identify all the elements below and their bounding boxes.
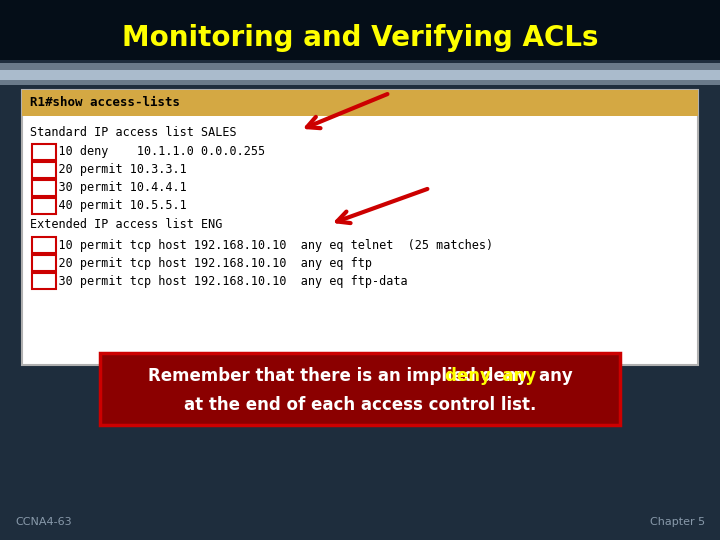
FancyBboxPatch shape (32, 198, 56, 214)
Text: 30 permit 10.4.4.1: 30 permit 10.4.4.1 (30, 181, 186, 194)
Text: Chapter 5: Chapter 5 (650, 517, 705, 527)
FancyBboxPatch shape (32, 180, 56, 196)
Text: deny  any: deny any (445, 367, 536, 385)
FancyBboxPatch shape (0, 0, 720, 60)
Text: Standard IP access list SALES: Standard IP access list SALES (30, 125, 237, 138)
FancyBboxPatch shape (0, 63, 720, 85)
Text: 30 permit tcp host 192.168.10.10  any eq ftp-data: 30 permit tcp host 192.168.10.10 any eq … (30, 274, 408, 287)
FancyBboxPatch shape (100, 353, 620, 425)
Text: 10 permit tcp host 192.168.10.10  any eq telnet  (25 matches): 10 permit tcp host 192.168.10.10 any eq … (30, 239, 493, 252)
Text: 40 permit 10.5.5.1: 40 permit 10.5.5.1 (30, 199, 186, 213)
Text: CCNA4-63: CCNA4-63 (15, 517, 71, 527)
Text: Extended IP access list ENG: Extended IP access list ENG (30, 218, 222, 231)
FancyBboxPatch shape (32, 273, 56, 289)
FancyBboxPatch shape (32, 144, 56, 160)
Text: 20 permit 10.3.3.1: 20 permit 10.3.3.1 (30, 164, 186, 177)
Text: 20 permit tcp host 192.168.10.10  any eq ftp: 20 permit tcp host 192.168.10.10 any eq … (30, 256, 372, 269)
Text: Monitoring and Verifying ACLs: Monitoring and Verifying ACLs (122, 24, 598, 52)
FancyBboxPatch shape (0, 70, 720, 80)
FancyBboxPatch shape (22, 90, 698, 116)
Text: R1#show access-lists: R1#show access-lists (30, 97, 180, 110)
Text: at the end of each access control list.: at the end of each access control list. (184, 396, 536, 414)
FancyBboxPatch shape (22, 90, 698, 365)
Text: Remember that there is an implied deny  any: Remember that there is an implied deny a… (148, 367, 572, 385)
FancyBboxPatch shape (32, 255, 56, 271)
FancyBboxPatch shape (32, 162, 56, 178)
FancyBboxPatch shape (32, 237, 56, 253)
Text: 10 deny    10.1.1.0 0.0.0.255: 10 deny 10.1.1.0 0.0.0.255 (30, 145, 265, 159)
